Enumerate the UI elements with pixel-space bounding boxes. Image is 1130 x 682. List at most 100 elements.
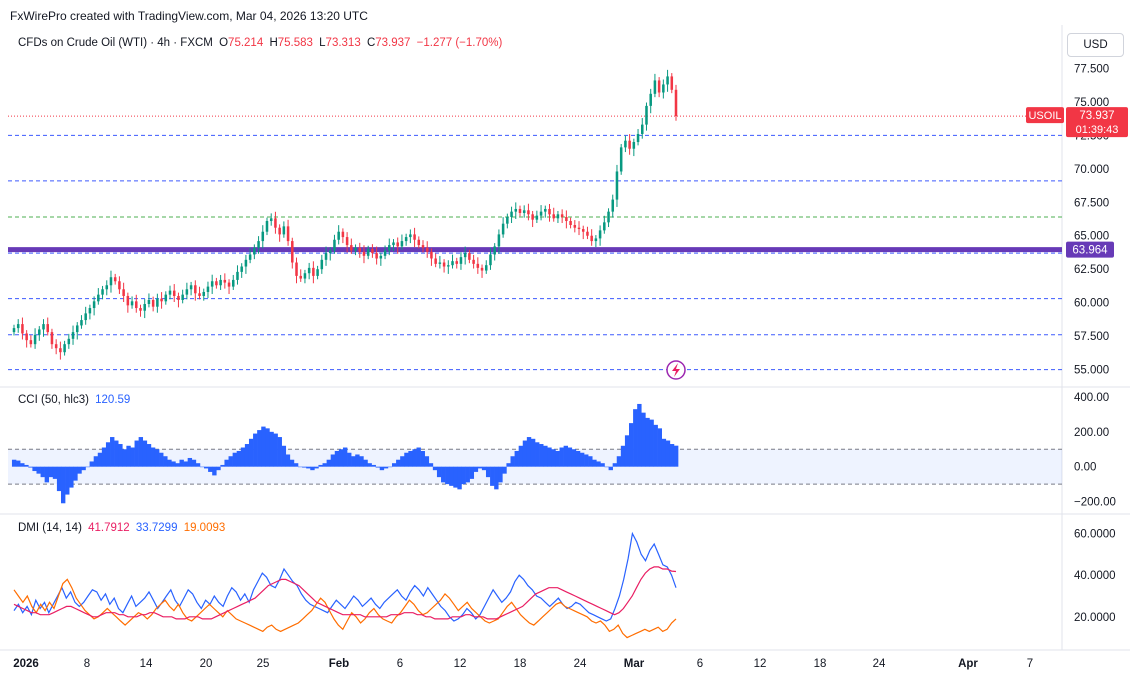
cci-bar [445, 466, 450, 485]
cci-bar [314, 466, 319, 469]
candle-body [135, 301, 138, 309]
candle [417, 236, 421, 249]
candle-body [383, 250, 387, 256]
candle [75, 322, 79, 340]
cci-bar [154, 449, 160, 467]
candle [50, 328, 54, 349]
cci-bar [669, 444, 675, 467]
time-tick-label: 18 [514, 658, 527, 670]
candle-body [240, 266, 243, 272]
cci-bar [48, 466, 54, 478]
candle-body [451, 261, 454, 266]
time-tick-label: Mar [624, 658, 645, 670]
candle [649, 88, 652, 114]
candle [42, 319, 45, 337]
cci-bar [134, 440, 139, 467]
adx-line [13, 566, 677, 620]
time-tick-label: 20 [200, 658, 213, 670]
candle-body [350, 245, 353, 251]
cci-bar [11, 459, 17, 467]
cci-bar [498, 466, 503, 483]
candle-body [421, 245, 425, 248]
candle-body [641, 124, 644, 134]
cci-bar [514, 451, 519, 467]
candle [105, 280, 109, 296]
cci-bar [637, 403, 642, 467]
cci-bar [77, 466, 82, 474]
candle-body [586, 231, 589, 236]
low-label: L [319, 37, 326, 49]
candle [615, 164, 619, 207]
candle-body [674, 89, 678, 117]
candle-body [84, 313, 87, 321]
candle-body [379, 255, 383, 259]
candle-body [388, 245, 391, 251]
cci-bar [412, 449, 417, 467]
cci-bar [187, 457, 193, 467]
cci-bar [253, 433, 258, 467]
candle [501, 217, 505, 238]
usoil-symbol-label: USOIL [1028, 110, 1061, 122]
candle-body [404, 237, 408, 242]
candle-body [455, 261, 459, 264]
cci-bar [436, 466, 442, 478]
time-tick-label: 12 [454, 658, 467, 670]
candle-body [400, 241, 404, 247]
candle-body [257, 241, 260, 248]
cci-bar [592, 459, 597, 467]
cci-bar [494, 466, 499, 490]
candle [607, 208, 610, 228]
candle [522, 205, 526, 218]
candle-body [219, 279, 222, 286]
candle-body [413, 234, 416, 240]
candle [265, 217, 269, 236]
candle [632, 138, 636, 157]
currency-button[interactable]: USD [1067, 33, 1124, 57]
candle-body [645, 105, 648, 125]
candle-body [172, 290, 176, 296]
candle-body [484, 265, 488, 271]
candle [257, 236, 260, 254]
cci-bar [600, 463, 605, 467]
candle [362, 245, 366, 264]
candle-body [425, 247, 429, 252]
candle [510, 206, 513, 224]
candle-body [417, 239, 421, 246]
cci-bar [588, 456, 593, 467]
candle-body [269, 218, 273, 222]
cci-bar [273, 433, 278, 467]
cci-bar [653, 424, 658, 467]
candle-body [21, 324, 24, 334]
candle-body [160, 298, 163, 302]
cci-bar [657, 428, 662, 467]
cci-bar [338, 449, 344, 467]
cci-bar [563, 445, 569, 467]
cci-bar [645, 417, 650, 467]
candle-body [177, 295, 180, 300]
candle [303, 269, 307, 284]
cci-bar [101, 447, 107, 467]
cci-bar [334, 451, 340, 467]
candle [320, 254, 324, 274]
candle-body [261, 231, 265, 242]
time-tick-label: 6 [397, 658, 403, 670]
cci-bar [400, 456, 405, 467]
candle-body [548, 208, 551, 215]
price-tick-label: 62.500 [1074, 264, 1109, 276]
candle-body [286, 226, 290, 242]
candle [307, 262, 311, 280]
cci-bar [441, 466, 446, 483]
candle-body [333, 239, 336, 251]
cci-bar [65, 466, 70, 495]
cci-bar [363, 459, 368, 467]
candle [210, 274, 214, 294]
candle-body [101, 289, 104, 295]
cci-bar [318, 464, 323, 467]
candle-body [628, 140, 631, 149]
cci-bar [612, 463, 618, 467]
cci-bar [490, 466, 495, 486]
candle [662, 79, 665, 99]
candle-body [409, 234, 412, 238]
candle-body [649, 93, 652, 106]
